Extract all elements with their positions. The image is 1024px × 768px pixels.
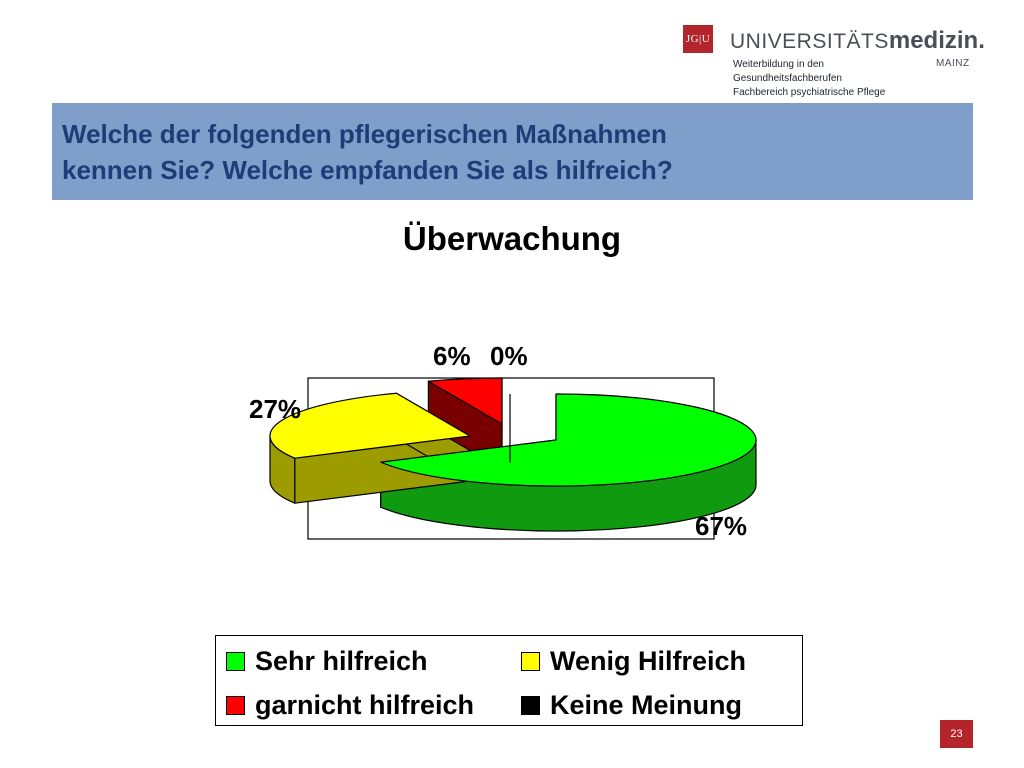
chart-title: Überwachung	[402, 220, 622, 257]
department-text: Weiterbildung in den Gesundheitsfachberu…	[733, 58, 885, 100]
chart-legend: Sehr hilfreich Wenig Hilfreich garnicht …	[215, 635, 803, 726]
legend-label: Keine Meinung	[550, 690, 743, 720]
legend-item-keine-meinung: Keine Meinung	[521, 690, 742, 721]
legend-label: garnicht hilfreich	[255, 690, 475, 720]
legend-label: Sehr hilfreich	[255, 646, 428, 676]
slide-title-band: Welche der folgenden pflegerischen Maßna…	[52, 103, 973, 200]
slice-label-garnicht-hilfreich: 6%	[433, 341, 471, 371]
slice-sehr-hilfreich	[380, 393, 757, 487]
dept-line-1: Weiterbildung in den	[733, 59, 824, 70]
slide-title: Welche der folgenden pflegerischen Maßna…	[62, 116, 673, 188]
slice-garnicht-hilfreich	[427, 377, 503, 425]
legend-swatch-black	[521, 696, 540, 715]
legend-item-sehr-hilfreich: Sehr hilfreich	[226, 646, 428, 677]
pie-slices	[269, 377, 757, 532]
page-number: 23	[940, 720, 973, 748]
dept-line-3: Fachbereich psychiatrische Pflege	[733, 87, 886, 98]
slide-title-line-1: Welche der folgenden pflegerischen Maßna…	[62, 119, 667, 149]
slice-label-keine-meinung: 0%	[490, 341, 528, 371]
legend-swatch-red	[226, 696, 245, 715]
slide-title-line-2: kennen Sie? Welche empfanden Sie als hil…	[62, 155, 673, 185]
slice-label-wenig-hilfreich: 27%	[249, 394, 302, 424]
slice-wenig-hilfreich	[269, 392, 471, 459]
legend-item-garnicht-hilfreich: garnicht hilfreich	[226, 690, 474, 721]
university-logo-mark: JG|U	[683, 25, 713, 53]
logo-word-light: UNIVERSITÄTS	[730, 30, 889, 53]
logo-word-bold: medizin.	[888, 27, 985, 54]
university-logo-wordmark: UNIVERSITÄTSmedizin.	[730, 27, 985, 55]
logo-city: MAINZ	[936, 58, 970, 69]
legend-swatch-yellow	[521, 652, 540, 671]
legend-label: Wenig Hilfreich	[550, 646, 747, 676]
dept-line-2: Gesundheitsfachberufen	[733, 73, 842, 84]
legend-item-wenig-hilfreich: Wenig Hilfreich	[521, 646, 746, 677]
slice-label-sehr-hilfreich: 67%	[695, 511, 748, 541]
legend-swatch-green	[226, 652, 245, 671]
